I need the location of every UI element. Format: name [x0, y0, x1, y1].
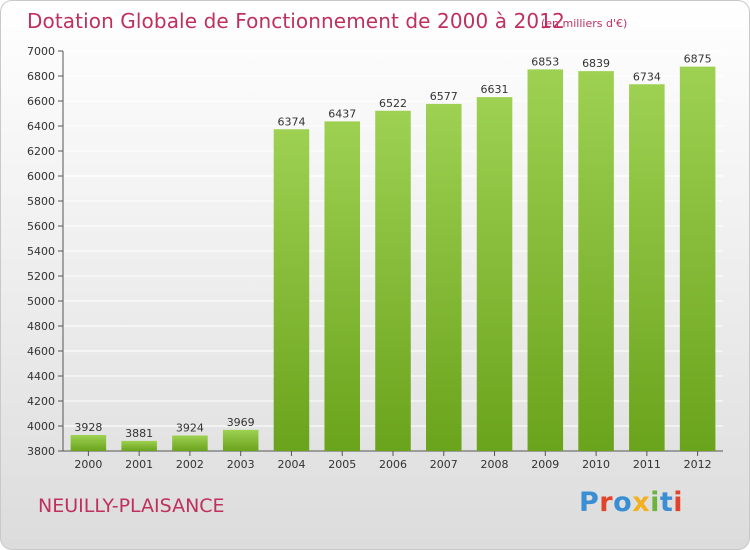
logo-letter: o [613, 487, 633, 518]
y-tick-label: 6600 [27, 95, 55, 108]
x-tick-label-2009: 2009 [531, 458, 559, 471]
logo-letter: i [673, 487, 684, 518]
y-tick-label: 5200 [27, 270, 55, 283]
logo-letter: r [599, 487, 614, 518]
x-tick-label-2008: 2008 [481, 458, 509, 471]
y-tick-label: 4400 [27, 370, 55, 383]
bar-2012 [679, 66, 716, 451]
y-tick-label: 5600 [27, 220, 55, 233]
town-name: NEUILLY-PLAISANCE [38, 495, 225, 517]
bar-2011 [629, 84, 665, 451]
x-tick-label-2002: 2002 [176, 458, 204, 471]
value-label-2000: 3928 [74, 421, 102, 434]
y-tick-label: 4200 [27, 395, 55, 408]
value-label-2007: 6577 [430, 90, 458, 103]
y-tick-label: 4800 [27, 320, 55, 333]
y-tick-label: 3800 [27, 445, 55, 458]
value-label-2003: 3969 [227, 416, 255, 429]
y-tick-label: 6400 [27, 120, 55, 133]
y-tick-label: 7000 [27, 45, 55, 58]
x-tick-label-2001: 2001 [125, 458, 153, 471]
bar-2008 [476, 97, 513, 451]
logo-letter: P [579, 487, 600, 518]
y-tick-label: 6800 [27, 70, 55, 83]
bar-2000 [70, 435, 107, 451]
bar-2007 [426, 103, 462, 451]
y-tick-label: 6200 [27, 145, 55, 158]
x-tick-label-2006: 2006 [379, 458, 407, 471]
x-tick-label-2000: 2000 [74, 458, 102, 471]
y-tick-label: 6000 [27, 170, 55, 183]
bar-2002 [172, 435, 208, 451]
value-label-2011: 6734 [633, 70, 661, 83]
y-tick-label: 4000 [27, 420, 55, 433]
value-label-2012: 6875 [684, 53, 712, 66]
chart-title: Dotation Globale de Fonctionnement de 20… [27, 9, 565, 33]
logo-letter: x [632, 487, 651, 518]
bars [70, 66, 716, 451]
y-tick-label: 4600 [27, 345, 55, 358]
value-label-2005: 6437 [328, 107, 356, 120]
y-tick-label: 5000 [27, 295, 55, 308]
logo-letter: i [650, 487, 660, 518]
value-label-2010: 6839 [582, 57, 610, 70]
value-label-2004: 6374 [277, 115, 305, 128]
y-tick-label: 5800 [27, 195, 55, 208]
logo-letter: t [659, 487, 674, 518]
x-tick-labels: 2000 2001 2002 2003 2004 2005 2006 2007 2008 2009… [74, 458, 711, 471]
x-tick-label-2005: 2005 [328, 458, 356, 471]
bar-2001 [121, 440, 157, 451]
proxiti-logo: Proxiti [579, 487, 683, 518]
x-tick-label-2004: 2004 [277, 458, 305, 471]
chart-subtitle: (en milliers d'€) [541, 17, 628, 30]
x-tick-label-2010: 2010 [582, 458, 610, 471]
bar-2010 [578, 71, 614, 451]
value-label-2002: 3924 [176, 422, 204, 435]
bar-2004 [273, 129, 310, 451]
x-tick-label-2003: 2003 [227, 458, 255, 471]
bar-2006 [375, 110, 411, 451]
y-tick-labels: 3800 4000 4200 4400 4600 4800 5000 5200 5400 5600… [27, 45, 55, 458]
value-label-2006: 6522 [379, 97, 407, 110]
y-tick-label: 5400 [27, 245, 55, 258]
bar-2009 [527, 69, 564, 451]
value-label-2001: 3881 [125, 427, 153, 440]
bar-2003 [222, 429, 259, 451]
x-tick-label-2012: 2012 [684, 458, 712, 471]
x-tick-label-2007: 2007 [430, 458, 458, 471]
value-label-2009: 6853 [531, 55, 559, 68]
value-labels: 3928 3881 3924 3969 6374 6437 6522 6577 6631 6853… [74, 53, 711, 440]
value-label-2008: 6631 [481, 83, 509, 96]
bar-2005 [324, 121, 360, 451]
x-tick-label-2011: 2011 [633, 458, 661, 471]
